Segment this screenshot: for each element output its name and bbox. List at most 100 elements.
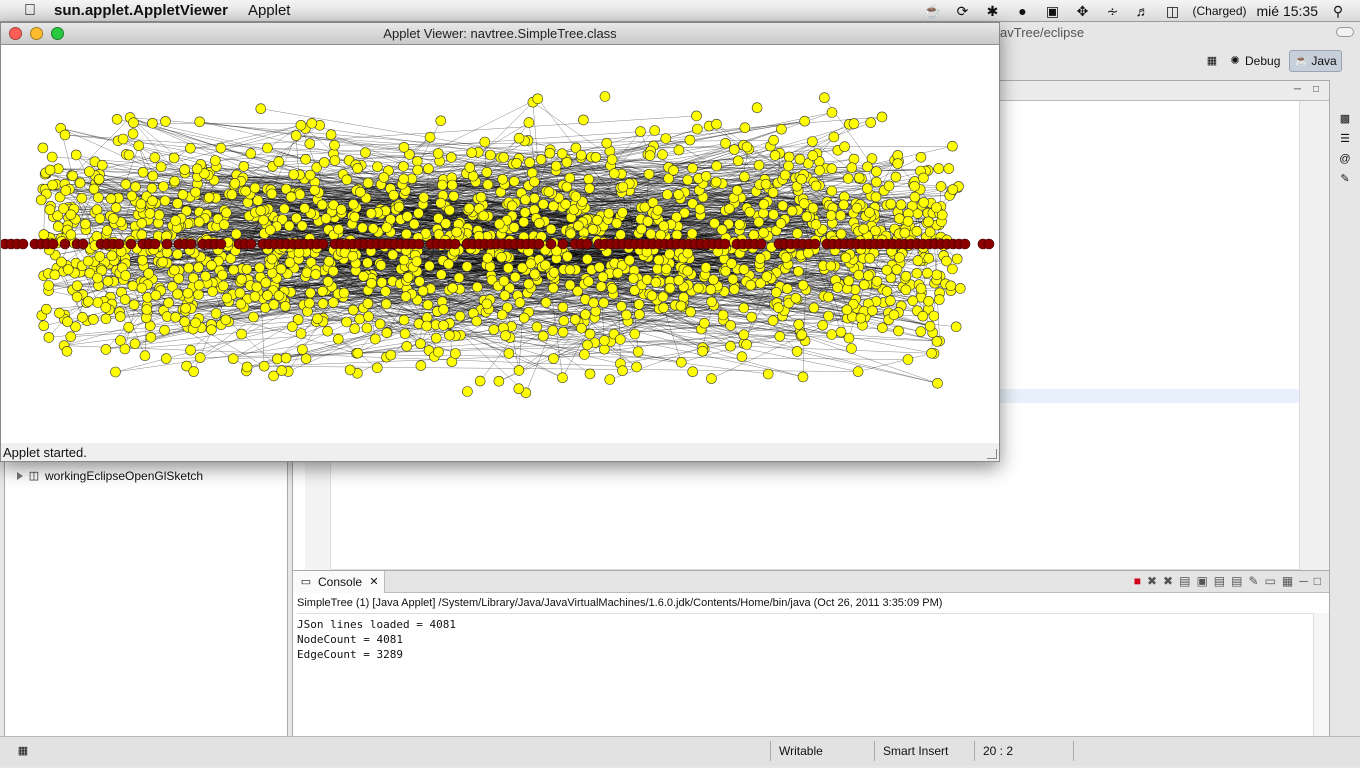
graph-node[interactable] bbox=[43, 280, 55, 291]
graph-node[interactable] bbox=[706, 373, 717, 384]
graph-node[interactable] bbox=[862, 161, 873, 173]
graph-node[interactable] bbox=[893, 213, 905, 224]
graph-node[interactable] bbox=[629, 328, 641, 340]
graph-node[interactable] bbox=[322, 325, 333, 337]
graph-node[interactable] bbox=[572, 285, 584, 297]
graph-node[interactable] bbox=[697, 345, 708, 357]
graph-node[interactable] bbox=[923, 295, 935, 307]
graph-node[interactable] bbox=[327, 297, 339, 308]
graph-node[interactable] bbox=[159, 324, 170, 336]
graph-node[interactable] bbox=[137, 255, 148, 266]
graph-node[interactable] bbox=[888, 309, 900, 321]
root-graph-node[interactable] bbox=[149, 238, 161, 250]
graph-node[interactable] bbox=[823, 291, 834, 303]
graph-node[interactable] bbox=[796, 329, 808, 341]
graph-node[interactable] bbox=[650, 277, 662, 288]
graph-node[interactable] bbox=[798, 198, 810, 209]
graph-node[interactable] bbox=[248, 311, 259, 323]
graph-node[interactable] bbox=[254, 262, 265, 274]
graph-node[interactable] bbox=[931, 269, 943, 281]
graph-node[interactable] bbox=[227, 353, 239, 365]
graph-node[interactable] bbox=[255, 103, 267, 115]
graph-node[interactable] bbox=[663, 173, 674, 184]
graph-node[interactable] bbox=[686, 228, 698, 239]
graph-node[interactable] bbox=[881, 286, 893, 297]
graph-node[interactable] bbox=[444, 329, 455, 341]
graph-node[interactable] bbox=[450, 348, 461, 359]
graph-node[interactable] bbox=[200, 270, 211, 282]
graph-node[interactable] bbox=[300, 353, 312, 365]
graph-node[interactable] bbox=[381, 222, 392, 233]
console-output[interactable]: JSon lines loaded = 4081 NodeCount = 408… bbox=[297, 613, 1313, 737]
graph-node[interactable] bbox=[739, 171, 750, 182]
graph-node[interactable] bbox=[215, 142, 227, 154]
graph-node[interactable] bbox=[240, 185, 251, 197]
graph-node[interactable] bbox=[266, 188, 278, 200]
graph-node[interactable] bbox=[262, 142, 273, 154]
zoom-window-button[interactable] bbox=[51, 27, 64, 40]
graph-node[interactable] bbox=[398, 142, 410, 153]
graph-node[interactable] bbox=[97, 159, 108, 171]
graph-node[interactable] bbox=[556, 148, 568, 159]
graph-node[interactable] bbox=[102, 276, 114, 287]
graph-node[interactable] bbox=[711, 160, 722, 172]
display-console-icon[interactable]: ▭ bbox=[1264, 574, 1276, 588]
graph-node[interactable] bbox=[341, 174, 353, 186]
graph-node[interactable] bbox=[374, 318, 386, 330]
graph-node[interactable] bbox=[762, 368, 774, 380]
java-cup-icon[interactable]: ☕ bbox=[923, 2, 942, 19]
graph-node[interactable] bbox=[268, 299, 280, 310]
graph-node[interactable] bbox=[664, 248, 675, 260]
graph-node[interactable] bbox=[454, 310, 466, 322]
graph-node[interactable] bbox=[564, 279, 576, 291]
graph-node[interactable] bbox=[808, 302, 820, 314]
graph-node[interactable] bbox=[870, 225, 881, 237]
graph-node[interactable] bbox=[127, 128, 139, 139]
scroll-lock-icon[interactable]: ▣ bbox=[1196, 574, 1208, 588]
graph-node[interactable] bbox=[569, 314, 581, 325]
graph-node[interactable] bbox=[664, 282, 676, 294]
graph-node[interactable] bbox=[317, 298, 329, 309]
graph-node[interactable] bbox=[647, 197, 659, 208]
graph-node[interactable] bbox=[931, 336, 943, 347]
graph-node[interactable] bbox=[172, 288, 183, 300]
graph-node[interactable] bbox=[523, 117, 535, 128]
graph-node[interactable] bbox=[826, 329, 838, 340]
graph-node[interactable] bbox=[77, 311, 88, 323]
clock[interactable]: mié 15:35 bbox=[1256, 3, 1318, 19]
graph-node[interactable] bbox=[181, 205, 192, 217]
graph-node[interactable] bbox=[595, 281, 607, 292]
graph-node[interactable] bbox=[532, 93, 544, 105]
graph-node[interactable] bbox=[300, 154, 311, 165]
tab-console[interactable]: ▭ Console ✕ bbox=[293, 571, 385, 593]
debug-perspective-button[interactable]: ✺ Debug bbox=[1223, 50, 1285, 72]
graph-node[interactable] bbox=[252, 195, 264, 206]
graph-node[interactable] bbox=[565, 228, 577, 239]
graph-node[interactable] bbox=[309, 184, 320, 196]
graph-node[interactable] bbox=[471, 281, 483, 293]
graph-node[interactable] bbox=[333, 223, 344, 235]
graph-node[interactable] bbox=[446, 179, 458, 191]
graph-node[interactable] bbox=[137, 167, 149, 178]
graph-node[interactable] bbox=[49, 269, 61, 281]
graph-node[interactable] bbox=[855, 312, 867, 324]
graph-node[interactable] bbox=[900, 284, 912, 296]
graph-node[interactable] bbox=[518, 216, 530, 228]
graph-node[interactable] bbox=[255, 205, 267, 216]
graph-node[interactable] bbox=[352, 163, 363, 174]
graph-node[interactable] bbox=[361, 322, 373, 334]
graph-node[interactable] bbox=[839, 141, 850, 152]
display-icon[interactable]: ▣ bbox=[1045, 2, 1060, 19]
graph-node[interactable] bbox=[835, 210, 847, 221]
graph-node[interactable] bbox=[550, 160, 562, 172]
graph-node[interactable] bbox=[219, 219, 230, 230]
graph-node[interactable] bbox=[584, 328, 596, 340]
fast-view-icon[interactable]: ▦ bbox=[17, 745, 29, 757]
graph-node[interactable] bbox=[617, 207, 628, 218]
graph-node[interactable] bbox=[188, 366, 199, 377]
graph-node[interactable] bbox=[641, 274, 653, 285]
graph-node[interactable] bbox=[687, 198, 698, 209]
graph-node[interactable] bbox=[753, 159, 765, 171]
graph-node[interactable] bbox=[561, 181, 573, 193]
graph-node[interactable] bbox=[826, 185, 838, 197]
